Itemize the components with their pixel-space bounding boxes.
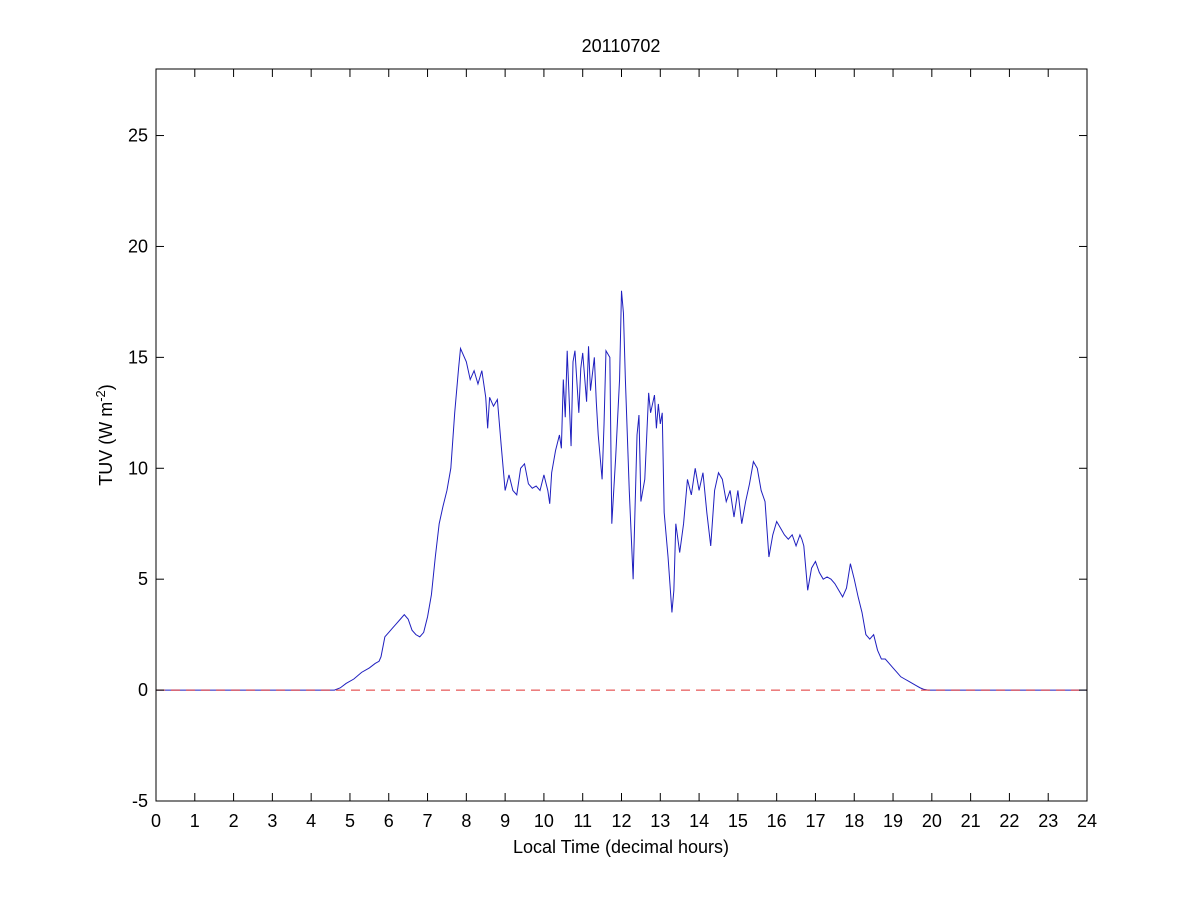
x-tick-label: 9 bbox=[500, 811, 510, 831]
series-layer bbox=[156, 290, 1087, 691]
x-tick-label: 11 bbox=[573, 811, 592, 831]
x-tick-label: 6 bbox=[384, 811, 394, 831]
y-tick-label: 20 bbox=[128, 236, 148, 256]
tuv-series-line bbox=[156, 290, 1087, 691]
x-tick-label: 7 bbox=[423, 811, 433, 831]
y-tick-label: -5 bbox=[132, 791, 148, 811]
x-tick-label: 24 bbox=[1077, 811, 1097, 831]
y-axis-label-close: ) bbox=[96, 384, 116, 390]
x-tick-label: 18 bbox=[844, 811, 864, 831]
y-axis-label-main: TUV (W m bbox=[96, 402, 116, 486]
plot-area bbox=[156, 69, 1087, 801]
ticks-layer: 0 1 2 3 4 5 6 7 8 9 10 11 12 13 14 15 16 17 18 19 20 21 22 23 24… bbox=[128, 69, 1097, 831]
x-tick-label: 23 bbox=[1038, 811, 1058, 831]
x-tick-label: 15 bbox=[728, 811, 748, 831]
x-tick-label: 17 bbox=[805, 811, 825, 831]
y-tick-label: 25 bbox=[128, 126, 148, 146]
x-tick-label: 14 bbox=[689, 811, 709, 831]
x-tick-label: 12 bbox=[611, 811, 631, 831]
x-tick-label: 4 bbox=[306, 811, 316, 831]
y-axis-label: TUV (W m-2) bbox=[93, 384, 116, 486]
x-tick-label: 19 bbox=[883, 811, 903, 831]
y-tick-label: 0 bbox=[138, 680, 148, 700]
x-tick-label: 10 bbox=[534, 811, 554, 831]
x-tick-label: 0 bbox=[151, 811, 161, 831]
x-tick-label: 21 bbox=[961, 811, 981, 831]
x-tick-label: 5 bbox=[345, 811, 355, 831]
x-tick-label: 16 bbox=[767, 811, 787, 831]
x-tick-label: 3 bbox=[267, 811, 277, 831]
y-tick-label: 10 bbox=[128, 458, 148, 478]
axes-box bbox=[155, 68, 1088, 802]
y-tick-label: 15 bbox=[128, 347, 148, 367]
x-tick-label: 8 bbox=[461, 811, 471, 831]
chart-title: 20110702 bbox=[582, 36, 661, 56]
x-tick-label: 2 bbox=[229, 811, 239, 831]
y-tick-label: 5 bbox=[138, 569, 148, 589]
x-tick-label: 13 bbox=[650, 811, 670, 831]
y-axis-label-superscript: -2 bbox=[93, 390, 108, 402]
x-tick-label: 1 bbox=[190, 811, 200, 831]
x-axis-label: Local Time (decimal hours) bbox=[513, 837, 729, 857]
x-tick-label: 22 bbox=[999, 811, 1019, 831]
x-tick-label: 20 bbox=[922, 811, 942, 831]
